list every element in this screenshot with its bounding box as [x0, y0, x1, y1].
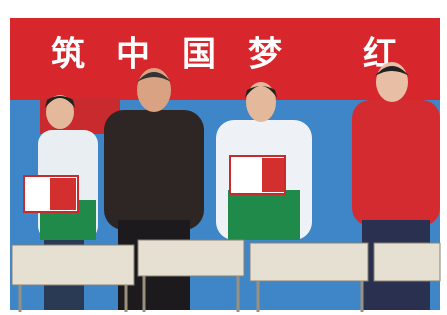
photo: 筑中国梦红 [0, 0, 447, 315]
page: 筑中国梦红 [0, 0, 447, 315]
banner-character: 梦 [248, 35, 282, 75]
banner-character: 中 [116, 35, 150, 75]
banner-character: 筑 [51, 35, 85, 75]
banner-character: 国 [182, 35, 216, 75]
